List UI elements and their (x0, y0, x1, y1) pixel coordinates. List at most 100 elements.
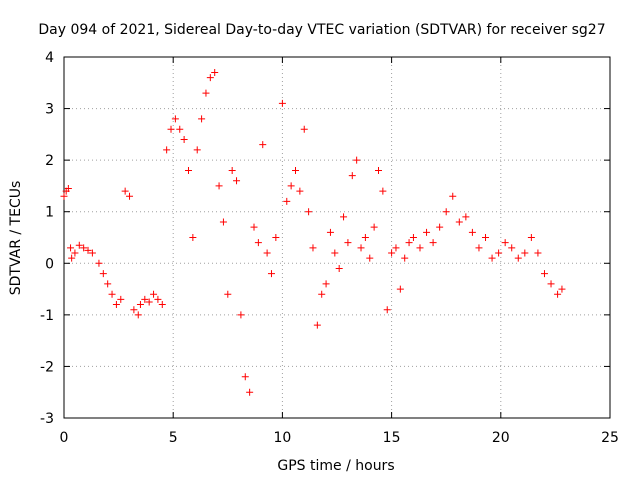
data-point (300, 125, 308, 133)
data-point (88, 249, 96, 257)
data-point (121, 187, 129, 195)
data-point (180, 136, 188, 144)
data-point (215, 182, 223, 190)
x-tick-label: 0 (60, 430, 69, 446)
data-point (558, 285, 566, 293)
data-point (64, 185, 72, 193)
data-point (423, 228, 431, 236)
data-point (370, 223, 378, 231)
y-tick-marks (64, 56, 610, 419)
data-point (202, 89, 210, 97)
data-point (189, 234, 197, 241)
data-point (495, 249, 503, 257)
data-point (80, 244, 88, 252)
data-point (211, 68, 219, 76)
data-point (416, 244, 424, 252)
y-axis-label: SDTVAR / TECUs (8, 181, 24, 296)
data-point (283, 197, 291, 205)
data-point (136, 301, 144, 309)
data-point (68, 254, 76, 262)
y-tick-label: -2 (40, 359, 54, 375)
data-point (241, 373, 249, 381)
data-point (117, 295, 125, 303)
data-point (436, 223, 444, 231)
data-point (130, 306, 138, 314)
data-point (287, 182, 295, 190)
data-point (84, 246, 92, 254)
data-point (305, 208, 313, 216)
data-point (254, 239, 262, 247)
data-point (348, 172, 356, 180)
y-tick-label: 1 (45, 205, 54, 221)
data-point (237, 311, 245, 319)
x-axis-label: GPS time / hours (277, 458, 394, 474)
x-tick-label: 25 (601, 430, 619, 446)
y-tick-label: 3 (45, 102, 54, 118)
data-point (267, 270, 275, 278)
data-point (534, 249, 542, 257)
data-point (455, 218, 463, 226)
data-point (171, 115, 179, 123)
y-tick-label: 4 (45, 50, 54, 66)
data-point (224, 290, 232, 298)
x-tick-label: 5 (169, 430, 178, 446)
data-point (104, 280, 112, 288)
data-point (141, 295, 149, 303)
data-point (145, 298, 153, 306)
data-point (71, 249, 79, 257)
x-tick-marks (63, 57, 611, 418)
data-point (340, 213, 348, 221)
data-point (60, 192, 68, 200)
data-point (442, 208, 450, 216)
x-tick-labels: 0 5 10 15 20 25 (60, 430, 619, 446)
data-point (134, 311, 142, 319)
data-point (322, 280, 330, 288)
data-point (154, 295, 162, 303)
data-point (449, 192, 457, 200)
data-point (501, 239, 509, 247)
data-point (219, 218, 227, 226)
data-point (108, 290, 116, 298)
data-point (353, 156, 361, 164)
y-tick-label: -1 (40, 308, 54, 324)
data-point (126, 192, 134, 200)
data-point (150, 290, 158, 298)
y-tick-label: 2 (45, 153, 54, 169)
data-point (374, 166, 382, 174)
data-point (335, 264, 343, 272)
data-point (392, 244, 400, 252)
data-point (331, 249, 339, 257)
data-point (547, 280, 555, 288)
data-point (318, 290, 326, 298)
data-point (158, 301, 166, 309)
y-tick-label: 0 (45, 256, 54, 272)
data-point (184, 166, 192, 174)
x-tick-label: 10 (273, 430, 291, 446)
data-point (361, 234, 369, 241)
data-point (357, 244, 365, 252)
data-point (272, 234, 280, 241)
x-tick-label: 15 (383, 430, 401, 446)
data-point (405, 239, 413, 247)
data-point (475, 244, 483, 252)
data-point (193, 146, 201, 154)
data-point (401, 254, 409, 262)
data-point (233, 177, 241, 185)
data-point (206, 74, 214, 82)
data-point (228, 166, 236, 174)
data-point (296, 187, 304, 195)
grid-lines (64, 57, 610, 418)
data-point (488, 254, 496, 262)
data-point (396, 285, 404, 293)
data-point (95, 259, 103, 267)
data-point (99, 270, 107, 278)
data-point (344, 239, 352, 247)
data-point (75, 241, 83, 249)
y-tick-label: -3 (40, 411, 54, 427)
plot-frame (63, 56, 611, 419)
x-tick-label: 20 (492, 430, 510, 446)
data-point (246, 388, 254, 396)
data-point (112, 301, 120, 309)
